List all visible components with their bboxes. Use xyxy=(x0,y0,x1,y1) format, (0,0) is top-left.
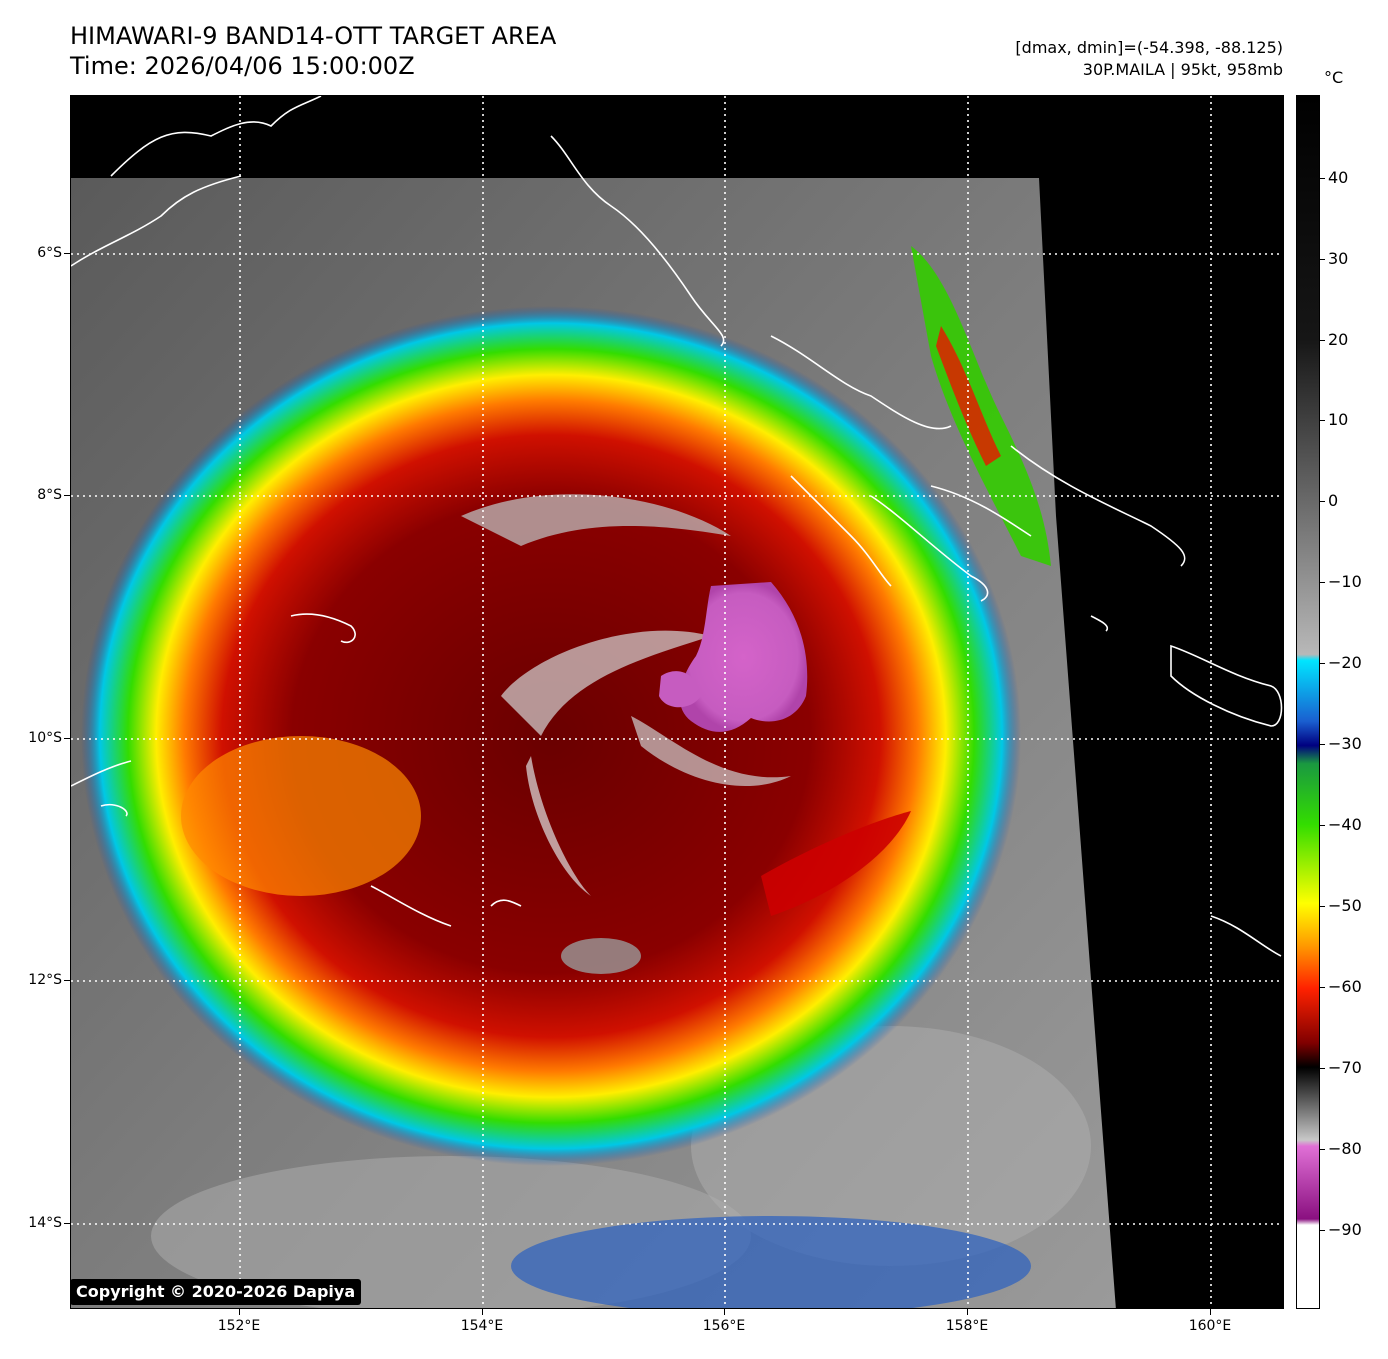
colorbar-tick xyxy=(1320,825,1325,826)
lon-label-156e: 156°E xyxy=(702,1318,746,1334)
colorbar-label: −20 xyxy=(1328,653,1362,672)
lon-tick xyxy=(967,1309,968,1315)
colorbar-tick xyxy=(1320,501,1325,502)
colorbar-label: −50 xyxy=(1328,896,1362,915)
lat-label-8s: 8°S xyxy=(37,487,62,503)
colorbar-tick xyxy=(1320,582,1325,583)
colorbar-tick xyxy=(1320,1230,1325,1231)
lon-label-154e: 154°E xyxy=(460,1318,504,1334)
lon-tick xyxy=(239,1309,240,1315)
copyright-badge: Copyright © 2020-2026 Dapiya xyxy=(70,1279,362,1305)
lat-label-14s: 14°S xyxy=(28,1215,62,1231)
colorbar-tick xyxy=(1320,987,1325,988)
lon-tick xyxy=(1210,1309,1211,1315)
colorbar-label: −90 xyxy=(1328,1220,1362,1239)
storm-info: 30P.MAILA | 95kt, 958mb xyxy=(1082,60,1283,79)
colorbar-tick xyxy=(1320,906,1325,907)
colorbar-label: 0 xyxy=(1328,491,1339,510)
colorbar-label: 20 xyxy=(1328,330,1349,349)
lat-label-6s: 6°S xyxy=(37,245,62,261)
colorbar-tick xyxy=(1320,744,1325,745)
colorbar-label: −40 xyxy=(1328,815,1362,834)
lon-tick xyxy=(482,1309,483,1315)
colorbar-label: −80 xyxy=(1328,1139,1362,1158)
colorbar-tick xyxy=(1320,1068,1325,1069)
satellite-image xyxy=(70,95,1284,1309)
lat-tick xyxy=(64,1223,70,1224)
colorbar-label: 10 xyxy=(1328,410,1349,429)
colorbar-label: −60 xyxy=(1328,977,1362,996)
lat-label-10s: 10°S xyxy=(28,730,62,746)
lon-label-152e: 152°E xyxy=(217,1318,261,1334)
lat-tick xyxy=(64,495,70,496)
lon-tick xyxy=(724,1309,725,1315)
colorbar-label: 30 xyxy=(1328,249,1349,268)
lat-tick xyxy=(64,253,70,254)
title-line-1: HIMAWARI-9 BAND14-OTT TARGET AREA xyxy=(70,22,557,50)
colorbar-tick xyxy=(1320,178,1325,179)
colorbar-unit: °C xyxy=(1324,68,1344,87)
colorbar-label: −30 xyxy=(1328,734,1362,753)
colorbar-label: 40 xyxy=(1328,168,1349,187)
colorbar-tick xyxy=(1320,420,1325,421)
dmax-dmin-info: [dmax, dmin]=(-54.398, -88.125) xyxy=(1015,38,1283,57)
colorbar-tick xyxy=(1320,259,1325,260)
lon-label-158e: 158°E xyxy=(945,1318,989,1334)
colorbar xyxy=(1296,95,1320,1309)
colorbar-tick xyxy=(1320,663,1325,664)
lat-tick xyxy=(64,738,70,739)
title-line-2: Time: 2026/04/06 15:00:00Z xyxy=(70,52,415,80)
colorbar-tick xyxy=(1320,340,1325,341)
colorbar-label: −10 xyxy=(1328,572,1362,591)
colorbar-tick xyxy=(1320,1149,1325,1150)
lon-label-160e: 160°E xyxy=(1188,1318,1232,1334)
lat-tick xyxy=(64,980,70,981)
colorbar-label: −70 xyxy=(1328,1058,1362,1077)
lat-label-12s: 12°S xyxy=(28,972,62,988)
